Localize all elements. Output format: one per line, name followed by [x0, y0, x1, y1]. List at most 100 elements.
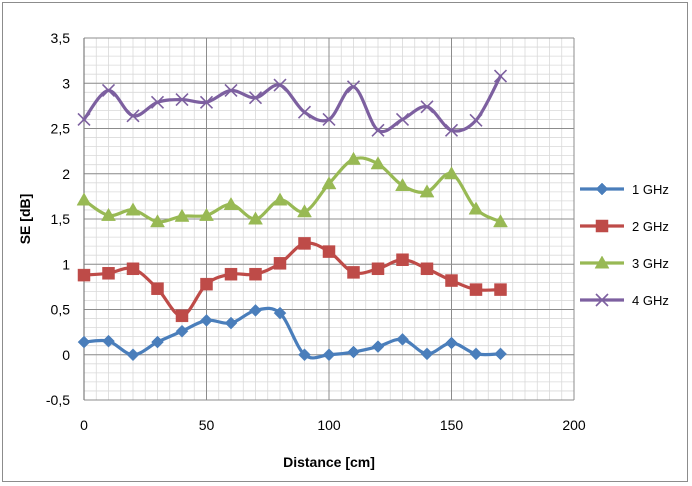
point-1-ghz-marker [224, 316, 238, 330]
point-4-ghz-marker [395, 112, 410, 127]
point-1-ghz-marker [126, 348, 140, 362]
legend-3-ghz-marker [594, 255, 610, 269]
point-4-ghz-marker [101, 83, 116, 98]
point-3-ghz-marker [395, 178, 410, 192]
y-tick-label: 0 [62, 347, 70, 363]
point-1-ghz-marker [175, 324, 189, 338]
point-3-ghz-marker [125, 202, 141, 216]
point-1-ghz-marker [273, 306, 287, 320]
point-2-ghz-marker [151, 282, 164, 295]
legend-label: 4 GHz [632, 293, 669, 308]
point-2-ghz-marker [347, 266, 360, 279]
legend-item-3-ghz: 3 GHz [580, 255, 669, 271]
y-tick-label: 1,5 [51, 211, 71, 227]
point-2-ghz-marker [322, 245, 336, 258]
y-axis-ticks: -0,5 0 0,5 1 1,5 2 2,5 3 3,5 [46, 30, 70, 408]
x-axis-ticks: 0 50 100 150 200 [80, 417, 586, 433]
point-1-ghz-marker [420, 347, 434, 361]
point-2-ghz-marker [494, 283, 507, 296]
point-3-ghz-marker [370, 156, 386, 170]
point-4-ghz-marker [371, 123, 385, 137]
point-2-ghz-marker [298, 237, 311, 250]
point-4-ghz-marker [469, 113, 483, 127]
point-4-ghz-marker [77, 112, 91, 127]
point-3-ghz-marker [223, 197, 239, 211]
point-2-ghz-marker [126, 262, 140, 276]
legend-label: 2 GHz [632, 219, 669, 234]
point-1-ghz-marker [298, 348, 311, 362]
point-2-ghz-marker [371, 262, 385, 276]
y-tick-label: 3,5 [51, 30, 71, 46]
point-4-ghz-marker [175, 92, 189, 107]
point-1-ghz-marker [102, 334, 115, 348]
point-1-ghz-marker [200, 314, 213, 327]
legend-1-ghz-marker [595, 182, 609, 196]
point-3-ghz-marker [346, 151, 361, 165]
point-2-ghz-marker [102, 267, 115, 280]
point-3-ghz-marker [174, 208, 190, 222]
point-2-ghz-marker [445, 274, 458, 287]
point-2-ghz-marker [224, 267, 238, 281]
y-tick-label: 2 [62, 166, 70, 182]
legend-label: 3 GHz [632, 256, 669, 271]
point-4-ghz-marker [224, 83, 238, 98]
y-tick-label: 2,5 [51, 121, 71, 137]
point-4-ghz-marker [493, 69, 508, 83]
point-3-ghz-marker [321, 176, 337, 190]
y-tick-label: 3 [62, 75, 70, 91]
x-tick-label: 50 [199, 417, 215, 433]
point-3-ghz-marker [76, 192, 92, 206]
legend-label: 1 GHz [632, 182, 669, 197]
legend-item-2-ghz: 2 GHz [580, 219, 669, 234]
y-tick-label: 1 [62, 256, 70, 272]
point-1-ghz-marker [77, 335, 91, 349]
point-4-ghz-marker [322, 112, 336, 127]
point-2-ghz-marker [175, 309, 189, 323]
x-tick-label: 150 [440, 417, 464, 433]
point-4-ghz-marker [297, 105, 312, 119]
point-1-ghz-marker [371, 340, 385, 353]
point-3-ghz-marker [101, 207, 116, 221]
point-1-ghz-marker [249, 304, 262, 317]
point-4-ghz-marker [444, 123, 459, 137]
point-1-ghz-marker [347, 345, 360, 359]
point-2-ghz-marker [420, 262, 434, 276]
point-3-ghz-marker [272, 192, 288, 206]
point-4-ghz-marker [150, 95, 165, 109]
series-3-ghz [76, 151, 508, 228]
point-3-ghz-marker [444, 166, 459, 180]
point-1-ghz-marker [445, 336, 458, 350]
point-3-ghz-marker [419, 184, 435, 198]
point-3-ghz-marker [248, 211, 263, 225]
legend: 1 GHz 2 GHz 3 GHz 4 GHz [580, 182, 669, 308]
point-3-ghz-marker [150, 214, 165, 228]
point-4-ghz-marker [126, 109, 140, 123]
point-3-ghz-marker [468, 201, 484, 215]
legend-2-ghz-marker [595, 219, 609, 233]
point-1-ghz-marker [322, 348, 336, 362]
point-3-ghz-marker [199, 207, 214, 221]
point-2-ghz-marker [249, 267, 262, 281]
point-1-ghz-marker [494, 347, 507, 361]
point-1-ghz-marker [396, 333, 409, 346]
point-4-ghz-marker [420, 100, 434, 114]
point-4-ghz-marker [346, 80, 361, 94]
series-1-ghz [77, 304, 507, 362]
legend-item-1-ghz: 1 GHz [580, 182, 669, 197]
y-axis-title: SE [dB] [17, 194, 33, 245]
point-4-ghz-marker [248, 91, 263, 105]
point-3-ghz-marker [493, 214, 508, 228]
point-2-ghz-marker [469, 283, 483, 296]
point-1-ghz-marker [469, 347, 483, 361]
point-3-ghz-marker [297, 204, 312, 218]
point-2-ghz-marker [273, 257, 287, 270]
x-tick-label: 0 [80, 417, 88, 433]
point-4-ghz-marker [273, 78, 287, 92]
series-4-ghz [77, 69, 508, 137]
x-tick-label: 100 [317, 417, 341, 433]
legend-4-ghz-marker [595, 293, 609, 307]
y-tick-label: -0,5 [46, 392, 70, 408]
series-layer [76, 69, 508, 362]
series-2-ghz [77, 237, 507, 323]
x-axis-title: Distance [cm] [283, 454, 375, 470]
